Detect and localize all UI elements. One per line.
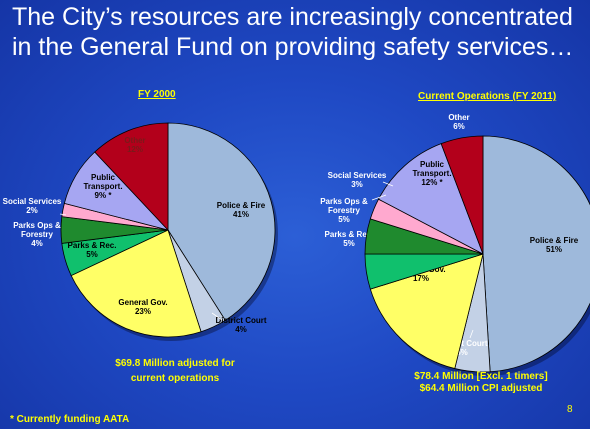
slice-label-general-gov: General Gov. 23% bbox=[118, 298, 167, 316]
page-number: 8 bbox=[567, 404, 573, 415]
slice-label-social-services: Social Services 3% bbox=[328, 171, 387, 189]
pie-slice-police-fire bbox=[482, 135, 590, 373]
slice-label-district-court: District Court 5% bbox=[436, 339, 487, 357]
slice-label-district-court: District Court 4% bbox=[215, 316, 266, 334]
chart-note-fy2011-line2: $64.4 Million CPI adjusted bbox=[419, 383, 543, 394]
slice-label-social-services: Social Services 2% bbox=[3, 197, 62, 215]
slice-label-other: Other 6% bbox=[448, 113, 469, 131]
pie-slice-police-fire bbox=[167, 122, 276, 321]
slide-title-line2: in the General Fund on providing safety … bbox=[12, 33, 574, 61]
chart-note-fy2000-line1: $69.8 Million adjusted for bbox=[115, 358, 235, 369]
leader-line-district-court-fy2000 bbox=[211, 312, 223, 321]
footnote: * Currently funding AATA bbox=[10, 414, 130, 425]
slice-label-parks-rec: Parks & Rec. 5% bbox=[325, 230, 374, 248]
slice-label-other: Other 12% bbox=[124, 136, 145, 154]
leader-line-social-services-fy2011 bbox=[382, 181, 394, 187]
chart-note-fy2011: $78.4 Million [Excl. 1 timers] $64.4 Mil… bbox=[396, 371, 566, 395]
slice-label-parks-ops-forestry: Parks Ops & Forestry 5% bbox=[320, 197, 368, 224]
pie-chart-fy-2000: Police & Fire 41% District Court 4% General … bbox=[3, 122, 278, 341]
chart-title-fy2011: Current Operations (FY 2011) bbox=[418, 91, 557, 102]
leader-line-social-services-fy2000 bbox=[59, 213, 67, 216]
chart-note-fy2011-line1: $78.4 Million [Excl. 1 timers] bbox=[414, 371, 548, 382]
chart-note-fy2000-line2: current operations bbox=[130, 373, 220, 384]
pie-slice-other bbox=[94, 122, 169, 232]
chart-title-fy2000: FY 2000 bbox=[138, 89, 176, 100]
leader-line-parks-ops-fy2011 bbox=[371, 194, 387, 201]
slide-title-line1: The City’s resources are increasingly co… bbox=[12, 3, 573, 31]
chart-note-fy2000: $69.8 Million adjusted for current opera… bbox=[90, 356, 260, 386]
leader-line-district-court-fy2011 bbox=[469, 329, 474, 339]
pie-slice-general-gov bbox=[369, 253, 484, 370]
slice-label-police-fire: Police & Fire 51% bbox=[530, 236, 579, 254]
slice-label-public-transport: Public Transport. 12% * bbox=[412, 160, 451, 187]
slice-label-parks-rec: Parks & Rec. 5% bbox=[68, 241, 117, 259]
slide-title: The City’s resources are increasingly co… bbox=[12, 2, 587, 62]
pie-slice-other bbox=[440, 135, 484, 255]
slice-label-public-transport: Public Transport. 9% * bbox=[83, 173, 122, 200]
slice-label-police-fire: Police & Fire 41% bbox=[217, 201, 266, 219]
slice-label-parks-ops-forestry: Parks Ops & Forestry 4% bbox=[13, 221, 61, 248]
pie-slice-public-transport bbox=[377, 143, 484, 255]
pie-slice-general-gov bbox=[70, 229, 202, 338]
